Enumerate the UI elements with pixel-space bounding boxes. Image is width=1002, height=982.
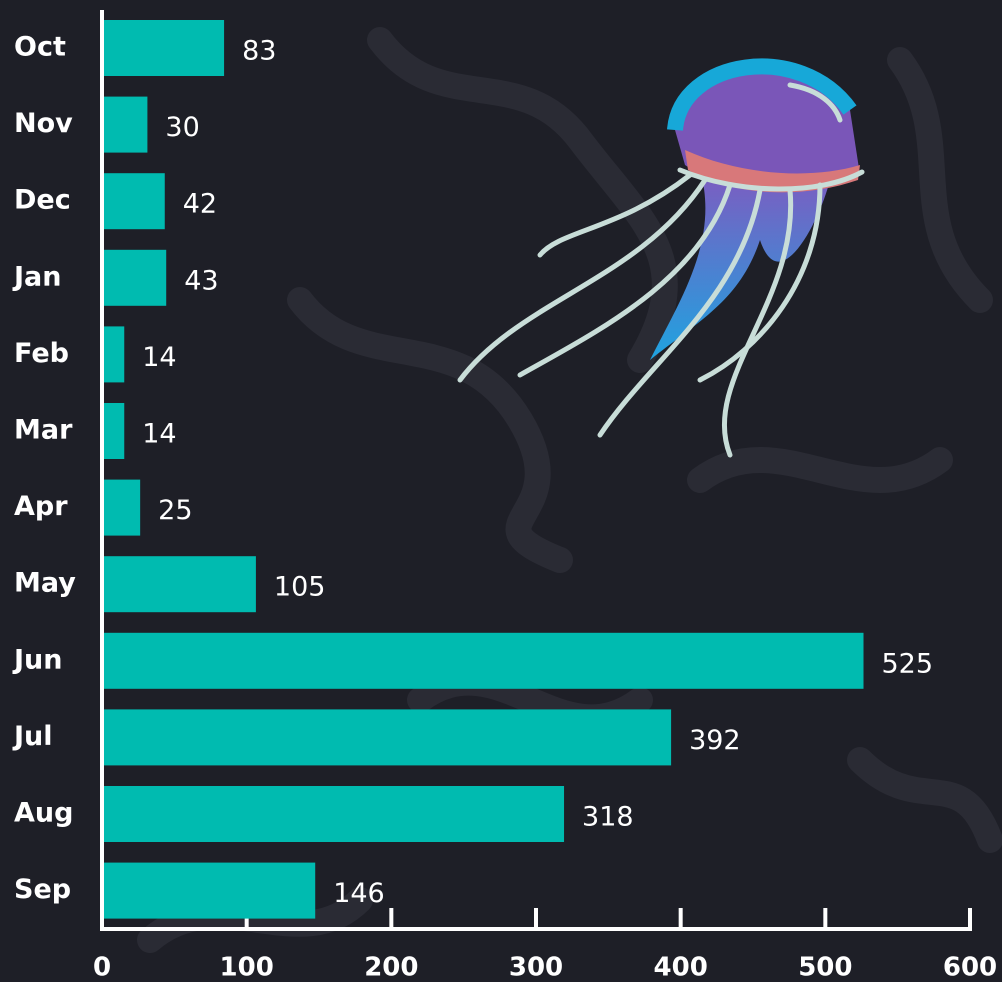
value-label: 525	[882, 648, 934, 679]
y-tick-label: Feb	[14, 338, 69, 369]
x-tick-label: 200	[364, 953, 418, 982]
bar	[104, 633, 864, 689]
y-tick-label: Dec	[14, 185, 71, 216]
x-tick-label: 100	[220, 953, 274, 982]
x-tick-label: 600	[943, 953, 997, 982]
bar	[104, 326, 124, 382]
x-tick-label: 500	[798, 953, 852, 982]
y-tick-label: Apr	[14, 491, 68, 522]
y-tick-label: Mar	[14, 415, 73, 446]
y-tick-label: Jul	[12, 721, 53, 752]
bar	[104, 97, 147, 153]
value-label: 318	[582, 802, 634, 833]
value-label: 105	[274, 572, 326, 603]
bar	[104, 863, 315, 919]
x-tick-label: 300	[509, 953, 563, 982]
bar	[104, 480, 140, 536]
bar	[104, 250, 166, 306]
value-label: 43	[184, 265, 218, 296]
bar	[104, 556, 256, 612]
y-tick-label: Jun	[12, 644, 63, 675]
chart: 0 100 200 300 400 500 600 Oct 83 Nov 30 Dec 42 Jan 43 F…	[0, 0, 1002, 982]
value-label: 83	[242, 36, 276, 67]
value-label: 30	[165, 112, 199, 143]
bar	[104, 786, 564, 842]
value-label: 392	[689, 725, 741, 756]
page: 0 100 200 300 400 500 600 Oct 83 Nov 30 Dec 42 Jan 43 F…	[0, 0, 1002, 982]
value-label: 25	[158, 495, 192, 526]
bar	[104, 20, 224, 76]
value-label: 42	[183, 189, 217, 220]
value-label: 14	[142, 419, 176, 450]
value-label: 146	[333, 878, 385, 909]
y-tick-label: Jan	[12, 261, 62, 292]
y-tick-label: May	[14, 568, 76, 599]
value-label: 14	[142, 342, 176, 373]
y-tick-label: Aug	[14, 798, 73, 829]
bar	[104, 709, 671, 765]
bar	[104, 403, 124, 459]
bar	[104, 173, 165, 229]
x-tick-label: 0	[93, 953, 111, 982]
y-tick-label: Sep	[14, 874, 71, 905]
y-tick-label: Nov	[14, 108, 73, 139]
x-tick-label: 400	[654, 953, 708, 982]
y-tick-label: Oct	[14, 32, 66, 63]
